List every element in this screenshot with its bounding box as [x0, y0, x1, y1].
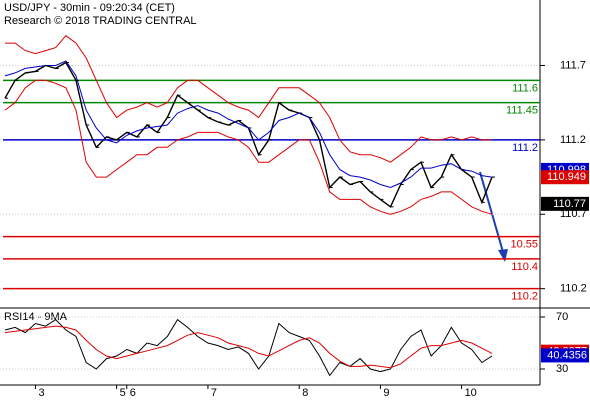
price-box	[541, 170, 589, 185]
price-box-label: 110.77	[553, 198, 586, 210]
x-tick-label: 6	[130, 387, 136, 399]
x-tick-label: 5	[120, 387, 126, 399]
rsi-box-label: 40.4356	[547, 349, 587, 361]
level-label: 10.55	[510, 238, 538, 250]
x-tick-label: 9	[383, 387, 389, 399]
series-line	[5, 35, 492, 163]
y-tick-label: 111.2	[560, 134, 586, 146]
price-box	[541, 196, 589, 211]
x-tick-label: 3	[38, 387, 44, 399]
chart-title: USD/JPY - 30min - 09:20:34 (CET)	[4, 2, 175, 14]
level-label: 111.45	[506, 105, 538, 117]
forecast-arrow	[479, 171, 504, 253]
chart-subtitle: Research © 2018 TRADING CENTRAL	[4, 15, 197, 27]
y-tick-label: 70	[556, 311, 568, 323]
y-tick-label: 30	[556, 363, 568, 375]
series-line	[4, 318, 493, 377]
y-tick-label: 111.7	[560, 59, 586, 71]
rsi-title: RSI14 - 9MA	[4, 311, 68, 323]
level-label: 111.6	[512, 82, 538, 94]
x-tick-label: 8	[302, 387, 308, 399]
price-box-label: 110.949	[547, 171, 586, 183]
level-label: 110.4	[511, 261, 538, 273]
x-tick-label: 10	[465, 387, 477, 399]
x-tick-label: 7	[211, 387, 217, 399]
level-label: 110.2	[511, 291, 538, 303]
series-line	[4, 325, 493, 369]
y-tick-label: 110.2	[560, 283, 587, 295]
level-label: 111.2	[512, 142, 538, 154]
rsi-box	[541, 348, 589, 363]
y-tick-label: 110.7	[560, 208, 587, 220]
series-line	[4, 79, 493, 215]
